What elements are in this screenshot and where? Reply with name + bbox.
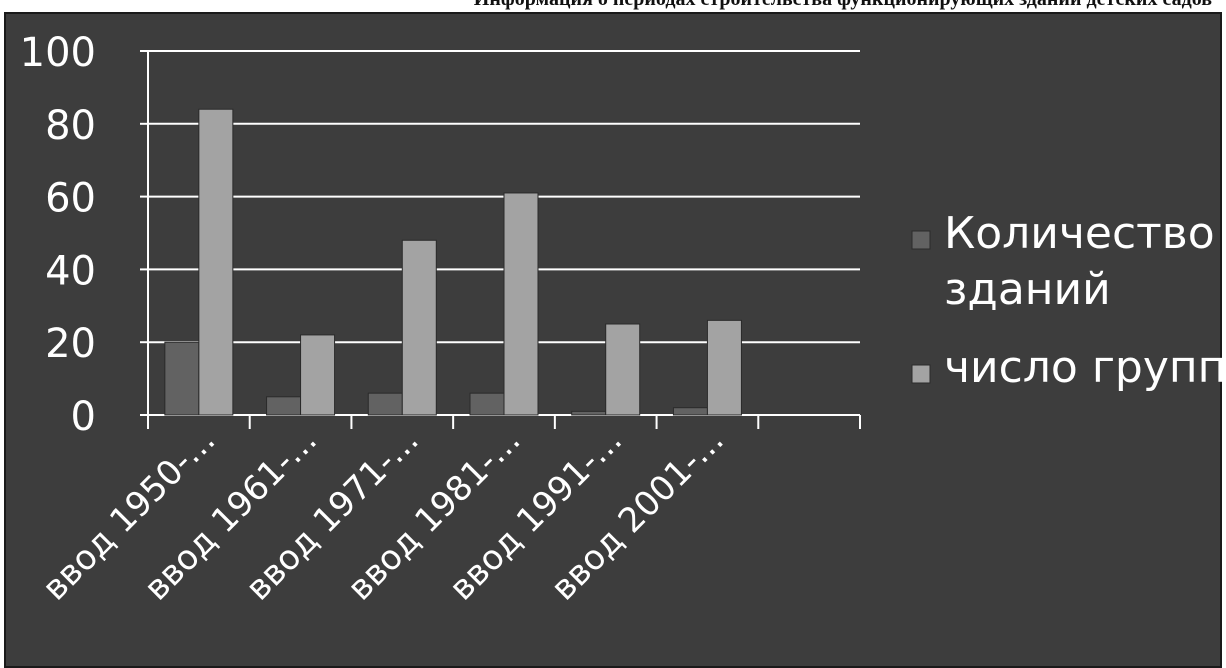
x-tick-label: ввод 1971-... (238, 420, 426, 608)
legend-label: зданий (944, 264, 1111, 315)
bar (672, 407, 708, 416)
y-tick-label: 0 (71, 394, 96, 440)
y-tick-label: 100 (20, 30, 96, 76)
y-tick-label: 40 (45, 248, 96, 294)
chart-title: Информация о периодах строительства функ… (0, 0, 1226, 12)
bar (198, 108, 234, 416)
bar (605, 323, 641, 416)
bar (571, 410, 607, 416)
x-tick-label: ввод 1950-... (35, 420, 223, 608)
y-tick-label: 20 (45, 321, 96, 367)
legend-label: число групп (944, 342, 1226, 393)
bar (503, 192, 539, 416)
y-tick-label: 60 (45, 176, 96, 222)
x-tick-label: ввод 1961-... (137, 420, 325, 608)
bar (266, 396, 302, 416)
x-tick-label: ввод 2001-... (543, 420, 731, 608)
legend-label: Количество (944, 208, 1215, 259)
y-tick-label: 80 (45, 103, 96, 149)
bar (706, 319, 742, 416)
bar (469, 392, 505, 416)
legend-swatch (911, 230, 931, 250)
bar (367, 392, 403, 416)
x-tick-label: ввод 1981-... (340, 420, 528, 608)
x-tick-label: ввод 1991-... (442, 420, 630, 608)
legend-swatch (911, 364, 931, 384)
bar (300, 334, 336, 416)
bar (401, 239, 437, 416)
bar (164, 341, 200, 416)
